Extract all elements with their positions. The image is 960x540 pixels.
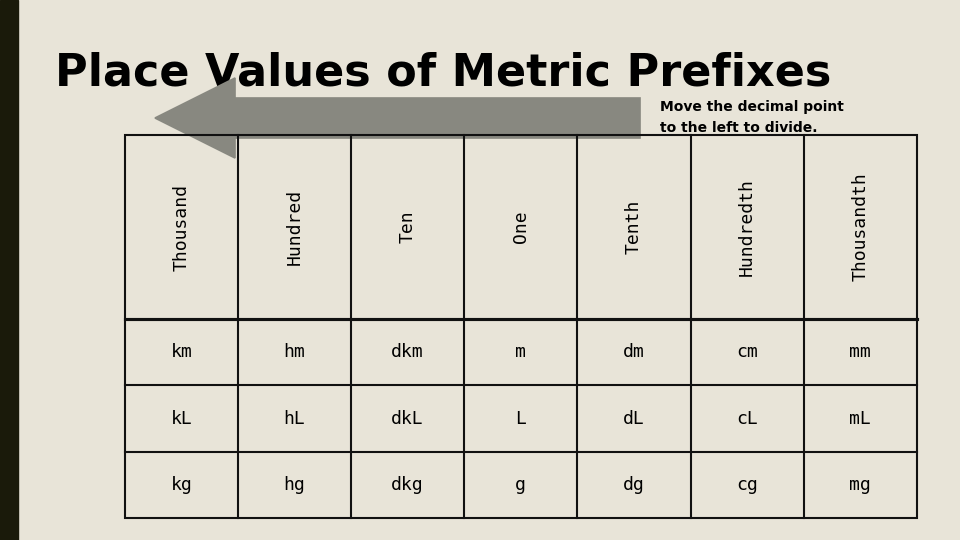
Text: mg: mg bbox=[850, 476, 871, 494]
Text: kL: kL bbox=[171, 410, 192, 428]
Text: dkm: dkm bbox=[392, 343, 424, 361]
Text: hm: hm bbox=[283, 343, 305, 361]
Bar bbox=[0, 0, 18, 540]
Bar bbox=[125, 135, 917, 518]
Text: Thousand: Thousand bbox=[173, 184, 190, 271]
Text: L: L bbox=[516, 410, 526, 428]
Text: Thousandth: Thousandth bbox=[852, 173, 869, 281]
Text: hL: hL bbox=[283, 410, 305, 428]
FancyArrow shape bbox=[155, 78, 640, 158]
Text: m: m bbox=[516, 343, 526, 361]
Text: Ten: Ten bbox=[398, 211, 417, 244]
Text: km: km bbox=[171, 343, 192, 361]
Text: kg: kg bbox=[171, 476, 192, 494]
Text: dm: dm bbox=[623, 343, 645, 361]
Text: g: g bbox=[516, 476, 526, 494]
Text: One: One bbox=[512, 211, 530, 244]
Text: dkg: dkg bbox=[392, 476, 424, 494]
Text: dg: dg bbox=[623, 476, 645, 494]
Text: Move the decimal point
to the left to divide.: Move the decimal point to the left to di… bbox=[660, 100, 844, 134]
Text: dkL: dkL bbox=[392, 410, 424, 428]
Text: Tenth: Tenth bbox=[625, 200, 643, 254]
Text: hg: hg bbox=[283, 476, 305, 494]
Text: Place Values of Metric Prefixes: Place Values of Metric Prefixes bbox=[55, 52, 831, 95]
Text: Hundred: Hundred bbox=[285, 189, 303, 265]
Text: cg: cg bbox=[736, 476, 758, 494]
Text: mm: mm bbox=[850, 343, 871, 361]
Text: cL: cL bbox=[736, 410, 758, 428]
Text: cm: cm bbox=[736, 343, 758, 361]
Text: dL: dL bbox=[623, 410, 645, 428]
Text: Hundredth: Hundredth bbox=[738, 178, 756, 276]
Text: mL: mL bbox=[850, 410, 871, 428]
